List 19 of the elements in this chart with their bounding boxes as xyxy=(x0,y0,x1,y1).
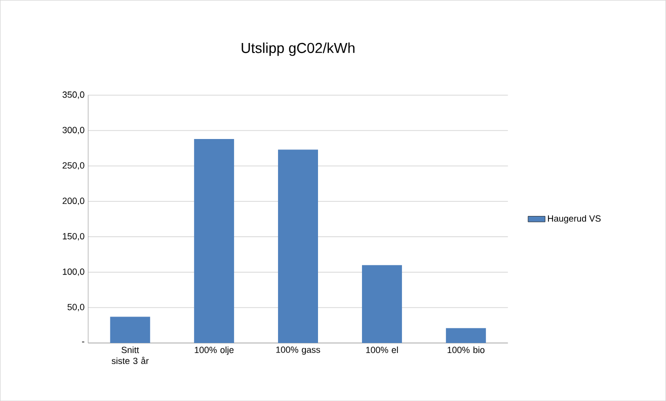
x-tick-label: Snitt siste 3 år xyxy=(112,346,149,364)
bar xyxy=(110,316,150,343)
legend-label: Haugerud VS xyxy=(548,214,601,224)
y-tick-label: 100,0 xyxy=(62,268,84,276)
x-tick-label: 100% olje xyxy=(194,346,234,355)
bar xyxy=(194,138,234,343)
bar xyxy=(362,265,402,343)
x-tick-label: 100% el xyxy=(366,346,398,354)
y-tick-label: 350,0 xyxy=(62,91,84,99)
x-tick-label: 100% gass xyxy=(276,346,320,355)
bar xyxy=(278,150,318,343)
y-tick-label: 300,0 xyxy=(62,126,84,134)
y-tick-label: 50,0 xyxy=(68,304,84,312)
chart-title: Utslipp gC02/kWh xyxy=(242,42,354,56)
bar xyxy=(446,328,486,343)
y-tick-label: 150,0 xyxy=(62,232,84,240)
y-tick-label: 250,0 xyxy=(62,162,84,170)
y-tick-label: 200,0 xyxy=(62,198,84,205)
x-tick-label: 100% bio xyxy=(448,346,484,354)
